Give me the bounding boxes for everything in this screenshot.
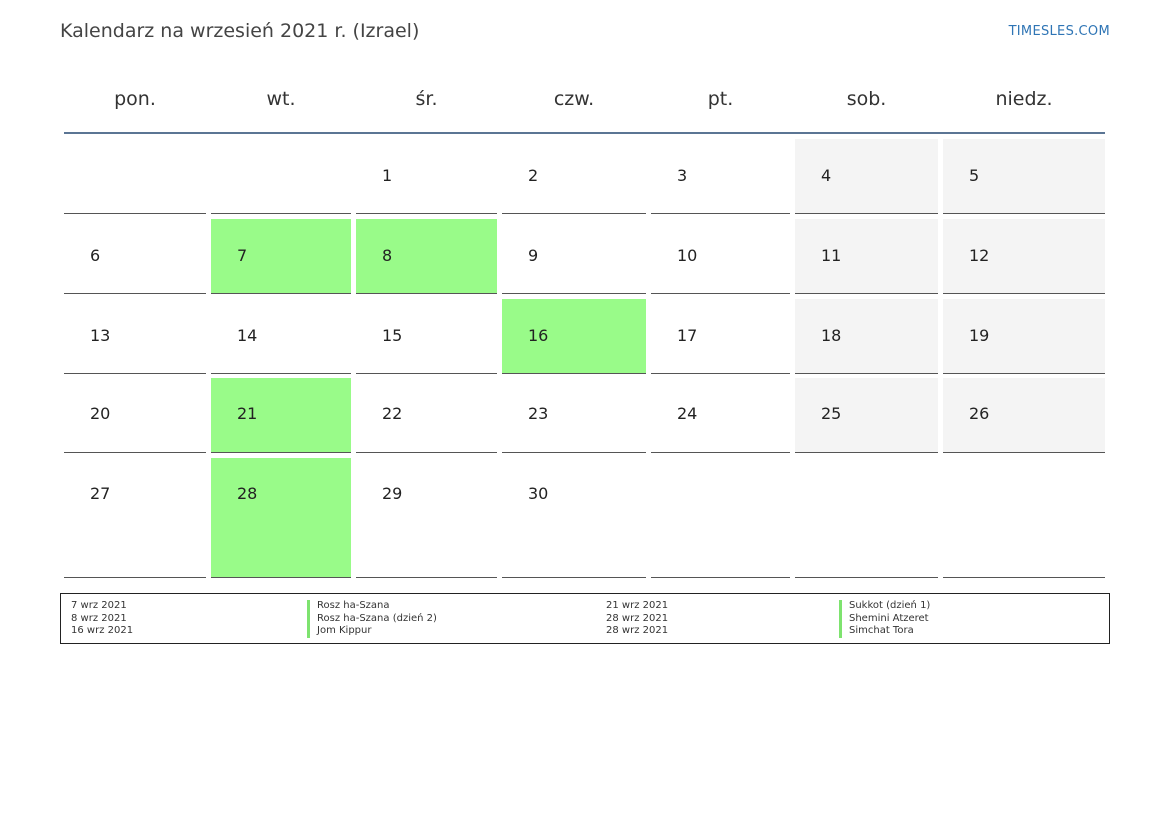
legend-names-right: Sukkot (dzień 1) Shemini Atzeret Simchat… — [839, 600, 930, 638]
calendar-day: 20 — [64, 378, 206, 453]
day-number: 14 — [237, 326, 258, 345]
calendar-day: 30 — [502, 458, 646, 578]
legend-holiday-name: Sukkot (dzień 1) — [839, 600, 930, 613]
day-number: 28 — [237, 484, 258, 503]
weekday-header: pon. wt. śr. czw. pt. sob. niedz. — [64, 78, 1105, 134]
calendar-day-holiday: 28 — [211, 458, 351, 578]
day-number: 15 — [382, 326, 403, 345]
calendar-day: 25 — [795, 378, 938, 453]
weekday-mon: pon. — [114, 88, 156, 110]
day-number: 2 — [528, 166, 539, 185]
calendar-day: 22 — [356, 378, 497, 453]
day-number: 24 — [677, 404, 698, 423]
legend-date: 28 wrz 2021 — [606, 612, 669, 624]
legend-holiday-name: Rosz ha-Szana (dzień 2) — [307, 612, 437, 625]
page-title: Kalendarz na wrzesień 2021 r. (Izrael) — [60, 20, 420, 42]
calendar-day: 2 — [502, 139, 646, 214]
day-number: 7 — [237, 246, 248, 265]
calendar-day-empty — [651, 458, 790, 578]
calendar-day: 15 — [356, 299, 497, 374]
holiday-legend: 7 wrz 2021 8 wrz 2021 16 wrz 2021 Rosz h… — [60, 593, 1110, 644]
day-number: 19 — [969, 326, 990, 345]
day-number: 1 — [382, 166, 393, 185]
calendar-day: 17 — [651, 299, 790, 374]
legend-holiday-name: Shemini Atzeret — [839, 612, 930, 625]
day-number: 17 — [677, 326, 698, 345]
calendar-week: 20 21 22 23 24 25 26 — [64, 378, 1105, 453]
calendar-day-holiday: 21 — [211, 378, 351, 453]
legend-date: 7 wrz 2021 — [71, 600, 127, 611]
legend-names-left: Rosz ha-Szana Rosz ha-Szana (dzień 2) Jo… — [307, 600, 437, 638]
calendar-week: 1 2 3 4 5 — [64, 139, 1105, 214]
day-number: 27 — [90, 484, 111, 503]
calendar-day-holiday: 16 — [502, 299, 646, 374]
calendar-day: 13 — [64, 299, 206, 374]
day-number: 16 — [528, 326, 549, 345]
legend-date: 28 wrz 2021 — [606, 625, 669, 636]
calendar-day: 6 — [64, 219, 206, 294]
weekday-thu: czw. — [553, 88, 595, 110]
day-number: 30 — [528, 484, 549, 503]
day-number: 25 — [821, 404, 842, 423]
day-number: 29 — [382, 484, 403, 503]
legend-date: 21 wrz 2021 — [606, 600, 669, 611]
calendar-day-holiday: 7 — [211, 219, 351, 294]
day-number: 18 — [821, 326, 842, 345]
calendar-day-empty — [943, 458, 1105, 578]
calendar-day-holiday: 8 — [356, 219, 497, 294]
calendar-day: 27 — [64, 458, 206, 578]
day-number: 4 — [821, 166, 832, 185]
day-number: 9 — [528, 246, 539, 265]
day-number: 26 — [969, 404, 990, 423]
weekday-wed: śr. — [415, 88, 438, 110]
calendar-day: 1 — [356, 139, 497, 214]
legend-holiday-name: Simchat Tora — [839, 625, 930, 638]
day-number: 11 — [821, 246, 842, 265]
weekday-sat: sob. — [846, 88, 887, 110]
day-number: 3 — [677, 166, 688, 185]
day-number: 5 — [969, 166, 980, 185]
calendar-day: 18 — [795, 299, 938, 374]
calendar-day-empty — [795, 458, 938, 578]
legend-dates-left: 7 wrz 2021 8 wrz 2021 16 wrz 2021 — [71, 600, 133, 638]
day-number: 10 — [677, 246, 698, 265]
weekday-sun: niedz. — [995, 88, 1053, 110]
calendar-day: 12 — [943, 219, 1105, 294]
legend-date: 16 wrz 2021 — [71, 625, 134, 636]
calendar-day-empty — [64, 139, 206, 214]
brand-link[interactable]: TIMESLES.COM — [1008, 24, 1110, 39]
day-number: 20 — [90, 404, 111, 423]
legend-holiday-name: Rosz ha-Szana — [307, 600, 437, 613]
day-number: 12 — [969, 246, 990, 265]
weekday-fri: pt. — [707, 88, 734, 110]
calendar-week: 6 7 8 9 10 11 12 — [64, 219, 1105, 294]
day-number: 23 — [528, 404, 549, 423]
calendar-day: 11 — [795, 219, 938, 294]
day-number: 21 — [237, 404, 258, 423]
calendar-day: 4 — [795, 139, 938, 214]
calendar-day-empty — [211, 139, 351, 214]
legend-date: 8 wrz 2021 — [71, 612, 127, 624]
calendar-day: 10 — [651, 219, 790, 294]
calendar-day: 5 — [943, 139, 1105, 214]
calendar-day: 19 — [943, 299, 1105, 374]
calendar-day: 24 — [651, 378, 790, 453]
weekday-tue: wt. — [266, 88, 296, 110]
day-number: 8 — [382, 246, 393, 265]
day-number: 6 — [90, 246, 101, 265]
day-number: 22 — [382, 404, 403, 423]
calendar-week: 13 14 15 16 17 18 19 — [64, 299, 1105, 374]
calendar-day: 14 — [211, 299, 351, 374]
legend-holiday-name: Jom Kippur — [307, 625, 437, 638]
calendar-day: 29 — [356, 458, 497, 578]
calendar-week: 27 28 29 30 — [64, 458, 1105, 578]
day-number: 13 — [90, 326, 111, 345]
calendar-day: 9 — [502, 219, 646, 294]
calendar-day: 26 — [943, 378, 1105, 453]
legend-dates-right: 21 wrz 2021 28 wrz 2021 28 wrz 2021 — [606, 600, 668, 638]
calendar-day: 3 — [651, 139, 790, 214]
calendar-day: 23 — [502, 378, 646, 453]
